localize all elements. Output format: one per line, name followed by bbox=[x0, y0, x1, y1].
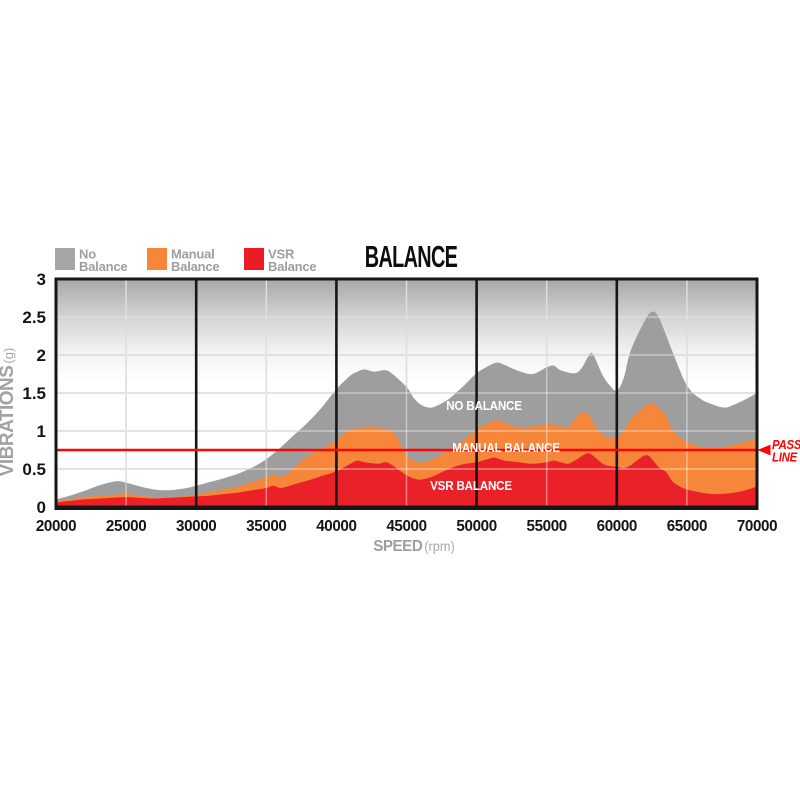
x-tick-label: 50000 bbox=[456, 518, 497, 535]
pass-line-callout: PASS LINE bbox=[757, 437, 800, 465]
x-tick-label: 35000 bbox=[246, 518, 287, 535]
x-tick-label: 45000 bbox=[386, 518, 427, 535]
legend-swatch-vsr-balance bbox=[244, 248, 264, 270]
y-tick-label: 1.5 bbox=[22, 384, 46, 403]
x-axis-label: SPEED (rpm) bbox=[373, 538, 455, 555]
x-tick-label: 40000 bbox=[316, 518, 357, 535]
pass-line-label-1: PASS bbox=[772, 437, 800, 452]
pass-line-arrow-icon bbox=[757, 444, 771, 456]
annotation-no-balance: NO BALANCE bbox=[446, 399, 522, 413]
y-tick-label: 2 bbox=[37, 346, 46, 365]
y-tick-label: 0 bbox=[37, 498, 46, 517]
legend-label-no-1: No bbox=[79, 247, 96, 262]
x-tick-label: 25000 bbox=[106, 518, 147, 535]
chart-title: BALANCE bbox=[365, 238, 458, 274]
x-tick-label: 70000 bbox=[737, 518, 778, 535]
series-annotations: NO BALANCE MANUAL BALANCE VSR BALANCE bbox=[430, 399, 560, 493]
legend-label-manual-1: Manual bbox=[171, 247, 215, 262]
y-tick-label: 1 bbox=[37, 422, 46, 441]
legend-swatch-no-balance bbox=[55, 248, 75, 270]
pass-line-label-2: LINE bbox=[772, 450, 798, 465]
x-tick-label: 60000 bbox=[597, 518, 638, 535]
x-tick-label: 65000 bbox=[667, 518, 708, 535]
area-vsr-balance bbox=[56, 453, 757, 507]
x-tick-label: 20000 bbox=[36, 518, 77, 535]
y-tick-label: 0.5 bbox=[22, 460, 46, 479]
x-tick-label: 55000 bbox=[527, 518, 568, 535]
legend-item-manual-balance: Manual Balance bbox=[147, 247, 220, 274]
legend-item-vsr-balance: VSR Balance bbox=[244, 247, 317, 274]
legend-item-no-balance: No Balance bbox=[55, 247, 128, 274]
legend-label-vsr-1: VSR bbox=[268, 247, 295, 262]
legend-label-no-2: Balance bbox=[79, 259, 127, 274]
legend: No Balance Manual Balance VSR Balance bbox=[55, 247, 317, 274]
gridlines-over bbox=[56, 279, 757, 507]
area-series-layer bbox=[56, 311, 757, 507]
y-axis-label: VIBRATIONS(g) bbox=[0, 348, 18, 477]
major-gridlines bbox=[194, 279, 619, 507]
legend-label-manual-2: Balance bbox=[171, 259, 219, 274]
legend-swatch-manual-balance bbox=[147, 248, 167, 270]
x-tick-label: 30000 bbox=[176, 518, 217, 535]
axis-ticks: 20000 25000 30000 35000 40000 45000 50000 55000… bbox=[22, 270, 778, 535]
y-tick-label: 3 bbox=[37, 270, 46, 289]
legend-label-vsr-2: Balance bbox=[268, 259, 316, 274]
annotation-vsr-balance: VSR BALANCE bbox=[430, 479, 512, 493]
y-tick-label: 2.5 bbox=[22, 308, 46, 327]
annotation-manual-balance: MANUAL BALANCE bbox=[452, 441, 560, 455]
